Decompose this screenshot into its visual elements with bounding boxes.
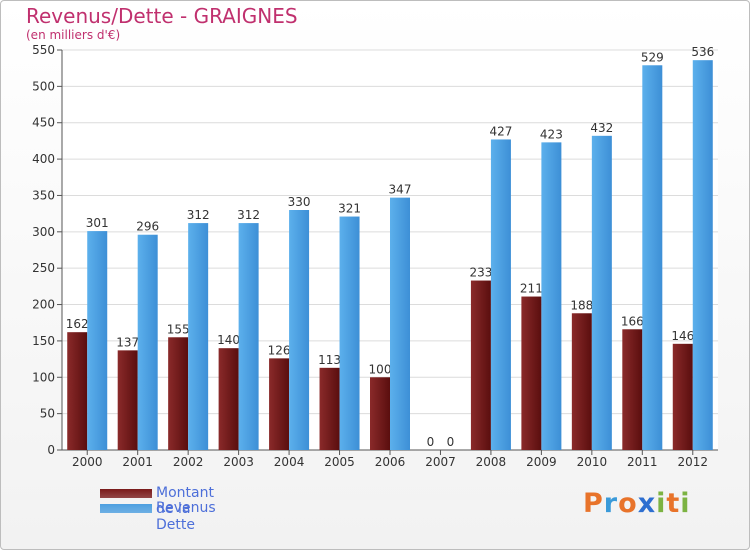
y-tick-label: 350 (32, 188, 55, 202)
data-label: 0 (447, 435, 455, 449)
y-tick-label: 50 (40, 407, 55, 421)
bar-revenus (541, 142, 562, 450)
logo-letter: x (637, 488, 657, 519)
y-tick-label: 550 (32, 43, 55, 57)
x-tick-label: 2011 (627, 455, 658, 469)
data-label: 296 (136, 220, 159, 234)
data-label: 188 (570, 298, 593, 312)
bar-dette (168, 337, 189, 450)
x-tick-label: 2000 (72, 455, 103, 469)
chart-title: Revenus/Dette - GRAIGNES (26, 4, 298, 28)
logo-letter: i (656, 488, 667, 519)
data-label: 100 (369, 362, 392, 376)
data-label: 126 (268, 343, 291, 357)
bar-dette (319, 367, 340, 450)
logo-letter: r (603, 488, 619, 519)
bar-revenus (692, 60, 713, 450)
data-label: 162 (66, 317, 89, 331)
y-tick-label: 100 (32, 370, 55, 384)
bar-revenus (289, 210, 310, 450)
data-label: 137 (116, 335, 139, 349)
data-label: 0 (427, 435, 435, 449)
bar-dette (370, 377, 390, 450)
x-tick-label: 2003 (223, 455, 254, 469)
bar-revenus (188, 223, 209, 450)
data-label: 312 (237, 208, 260, 222)
data-label: 330 (288, 195, 311, 209)
bar-dette (269, 358, 290, 450)
legend-label-revenus: Revenus (156, 500, 216, 516)
bar-dette (622, 329, 643, 450)
bar-revenus (339, 216, 360, 450)
bar-dette (470, 280, 491, 450)
x-tick-label: 2004 (274, 455, 305, 469)
x-tick-label: 2009 (526, 455, 557, 469)
data-label: 113 (318, 353, 341, 367)
y-tick-label: 150 (32, 334, 55, 348)
x-tick-label: 2008 (476, 455, 507, 469)
y-tick-label: 250 (32, 261, 55, 275)
data-label: 146 (671, 329, 694, 343)
data-label: 536 (691, 45, 714, 59)
bar-dette (672, 343, 693, 450)
y-tick-label: 500 (32, 79, 55, 93)
bar-revenus (642, 65, 663, 450)
legend-swatch-dette (100, 489, 152, 498)
x-tick-label: 2001 (122, 455, 153, 469)
bar-dette (571, 313, 592, 450)
bar-revenus (87, 231, 108, 450)
y-tick-label: 200 (32, 298, 55, 312)
x-tick-label: 2007 (425, 455, 456, 469)
x-tick-label: 2012 (677, 455, 708, 469)
y-tick-label: 400 (32, 152, 55, 166)
y-tick-label: 0 (47, 443, 55, 457)
y-tick-label: 450 (32, 116, 55, 130)
data-label: 321 (338, 202, 361, 216)
chart-subtitle: (en milliers d'€) (26, 28, 121, 42)
data-label: 140 (217, 333, 240, 347)
logo-letter: t (666, 488, 681, 519)
x-tick-label: 2002 (173, 455, 204, 469)
bar-revenus (238, 223, 259, 450)
bar-dette (521, 296, 542, 450)
bar-revenus (390, 197, 410, 450)
legend-label-dette: Montant de la Dette (156, 485, 214, 533)
x-tick-label: 2005 (324, 455, 355, 469)
data-label: 233 (469, 266, 492, 280)
data-label: 301 (86, 216, 109, 230)
logo-letter: P (583, 488, 604, 519)
y-tick-label: 300 (32, 225, 55, 239)
data-label: 423 (540, 127, 563, 141)
legend-swatch-revenus (100, 504, 152, 513)
data-label: 529 (641, 50, 664, 64)
data-label: 432 (590, 121, 613, 135)
bar-dette (117, 350, 138, 450)
bar-revenus (591, 135, 612, 450)
data-label: 166 (621, 314, 644, 328)
x-tick-label: 2010 (577, 455, 608, 469)
bar-revenus (137, 234, 158, 450)
x-tick-label: 2006 (375, 455, 406, 469)
data-label: 155 (167, 322, 190, 336)
proxiti-logo: Proxiti (583, 488, 691, 519)
bar-dette (218, 348, 239, 450)
data-label: 347 (389, 183, 412, 197)
data-label: 211 (520, 282, 543, 296)
bar-revenus (490, 139, 511, 451)
bar-dette (67, 332, 88, 450)
logo-letter: i (680, 488, 691, 519)
logo-letter: o (618, 488, 638, 519)
data-label: 312 (187, 208, 210, 222)
data-label: 427 (489, 124, 512, 138)
